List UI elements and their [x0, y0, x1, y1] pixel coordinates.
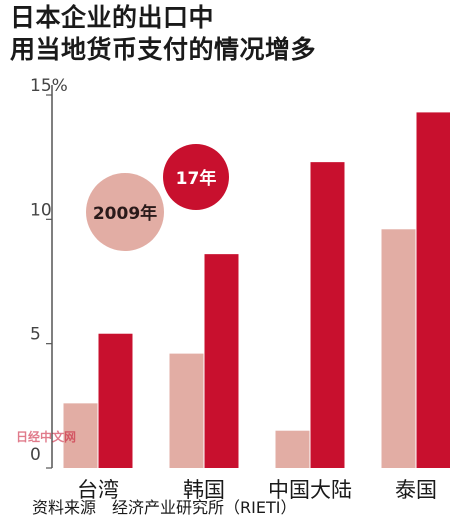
x-category-label: 台湾: [77, 478, 119, 502]
chart-title-line-1: 日本企业的出口中: [10, 3, 215, 32]
source-note: 资料来源 经济产业研究所（RIETI）: [32, 498, 297, 517]
y-tick-label: 15%: [30, 76, 68, 96]
x-category-label: 泰国: [395, 478, 437, 502]
bar-2017: [204, 254, 239, 468]
y-tick-label: 0: [30, 445, 41, 465]
watermark-text: 日经中文网: [16, 430, 77, 444]
y-tick-label: 5: [30, 325, 41, 345]
legend-label-2017: 17年: [176, 168, 217, 189]
legend-label-2009: 2009年: [93, 203, 157, 224]
bar-2009: [169, 353, 204, 468]
legend-bubble-2009: [86, 173, 164, 251]
y-tick-label: 10: [30, 200, 52, 220]
x-category-label: 中国大陆: [268, 478, 352, 502]
bar-2009: [275, 430, 310, 468]
bar-2017: [98, 333, 133, 468]
bar-2009: [63, 403, 98, 468]
x-category-label: 韩国: [183, 478, 225, 502]
bar-2017: [416, 112, 450, 468]
bar-2009: [381, 229, 416, 468]
chart-title-line-2: 用当地货币支付的情况增多: [10, 35, 317, 64]
legend-bubble-2017: [163, 144, 229, 210]
bar-2017: [310, 162, 345, 468]
